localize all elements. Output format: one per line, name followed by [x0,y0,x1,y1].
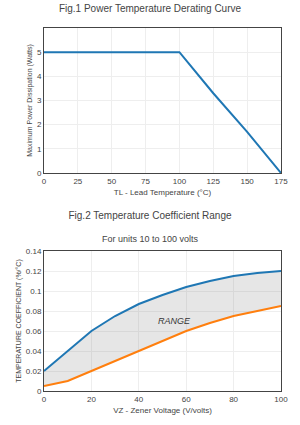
svg-text:4: 4 [37,72,42,81]
svg-text:125: 125 [207,177,221,186]
svg-text:2: 2 [37,120,42,129]
svg-text:VZ - Zener Voltage (V/volts): VZ - Zener Voltage (V/volts) [113,406,212,415]
svg-text:3: 3 [37,96,42,105]
svg-text:100: 100 [173,177,187,186]
svg-text:Fig.1 Power Temperature Derati: Fig.1 Power Temperature Derating Curve [59,3,242,14]
svg-text:0: 0 [37,387,42,396]
svg-text:0.04: 0.04 [26,347,42,356]
svg-text:80: 80 [229,395,238,404]
svg-text:0: 0 [42,177,47,186]
svg-text:TEMPERATURE COEFFICIENT (%/°C): TEMPERATURE COEFFICIENT (%/°C) [15,259,23,383]
svg-text:0.14: 0.14 [26,247,42,256]
svg-text:100: 100 [274,395,288,404]
svg-text:40: 40 [134,395,143,404]
svg-text:60: 60 [182,395,191,404]
svg-text:0: 0 [42,395,47,404]
svg-text:TL - Lead Temperature (°C): TL - Lead Temperature (°C) [114,188,212,197]
svg-text:0.1: 0.1 [30,287,42,296]
svg-text:0.08: 0.08 [26,307,42,316]
svg-text:150: 150 [240,177,254,186]
svg-text:For units 10 to 100 volts: For units 10 to 100 volts [102,234,199,244]
svg-text:20: 20 [87,395,96,404]
svg-text:Fig.2 Temperature Coefficient: Fig.2 Temperature Coefficient Range [68,210,231,221]
svg-text:0.12: 0.12 [26,267,42,276]
svg-text:RANGE: RANGE [158,316,191,326]
svg-text:75: 75 [141,177,150,186]
svg-text:25: 25 [73,177,82,186]
svg-text:50: 50 [107,177,116,186]
svg-text:Maximum Power Dissipation (Wat: Maximum Power Dissipation (Watts) [26,44,34,157]
svg-text:175: 175 [274,177,288,186]
svg-text:5: 5 [37,48,42,57]
svg-text:1: 1 [37,145,42,154]
svg-text:0.02: 0.02 [26,367,42,376]
svg-text:0.06: 0.06 [26,327,42,336]
svg-text:0: 0 [37,169,42,178]
